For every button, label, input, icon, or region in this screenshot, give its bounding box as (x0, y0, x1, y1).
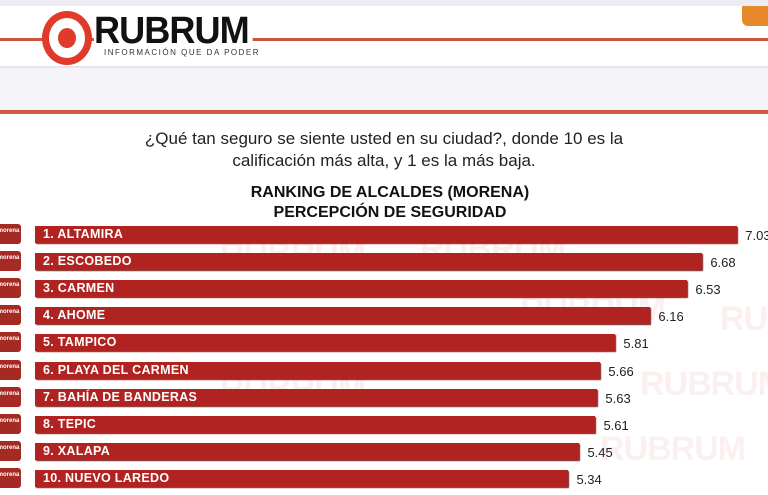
party-badge: morena (0, 440, 21, 461)
bar: 1. ALTAMIRA (35, 226, 738, 243)
bar-label: 3. CARMEN (43, 281, 115, 296)
bar: 9. XALAPA (35, 442, 580, 460)
party-badge: morena (0, 359, 21, 380)
bar-label: 10. NUEVO LAREDO (43, 470, 170, 485)
bar-label: 8. TEPIC (43, 416, 97, 431)
chart-subtitle: PERCEPCIÓN DE SEGURIDAD (273, 204, 507, 221)
question-line-1: ¿Qué tan seguro se siente usted en su ci… (144, 129, 624, 148)
instagram-icon[interactable] (742, 6, 768, 26)
value-label: 5.45 (587, 444, 613, 460)
value-label: 6.16 (658, 309, 684, 325)
brand-name[interactable]: RUBRUM (94, 12, 253, 50)
nav-band (0, 66, 768, 112)
party-badge: morena (0, 278, 21, 299)
chart-title-block: RANKING DE ALCALDES (MORENA) PERCEPCIÓN … (0, 183, 768, 223)
party-badge: morena (0, 305, 21, 326)
bar: 4. AHOME (35, 307, 651, 325)
bar: 5. TAMPICO (35, 334, 616, 352)
question-line-2: calificación más alta, y 1 es la más baj… (232, 151, 536, 170)
watermark: RUBRUM (600, 430, 746, 468)
value-label: 5.66 (608, 363, 634, 379)
value-label: 5.81 (623, 336, 649, 352)
party-badge: morena (0, 224, 21, 244)
chart-title: RANKING DE ALCALDES (MORENA) (250, 184, 530, 201)
bar-label: 9. XALAPA (43, 443, 111, 458)
value-label: 5.63 (605, 390, 631, 406)
bar-label: 6. PLAYA DEL CARMEN (43, 362, 189, 377)
watermark: RUBRUM (720, 300, 768, 338)
value-label: 6.68 (710, 255, 736, 271)
party-badge: morena (0, 386, 21, 407)
bar-label: 2. ESCOBEDO (43, 254, 132, 269)
watermark: RUBRUM (640, 365, 768, 403)
bar-label: 1. ALTAMIRA (43, 227, 124, 241)
bar: 10. NUEVO LAREDO (35, 469, 569, 487)
party-badge: morena (0, 251, 21, 272)
header-line (0, 38, 768, 41)
value-label: 6.53 (695, 282, 721, 298)
top-band (0, 0, 768, 6)
bar: 2. ESCOBEDO (35, 253, 703, 271)
value-label: 5.61 (603, 417, 629, 433)
bar: 3. CARMEN (35, 280, 688, 298)
party-badge: morena (0, 413, 21, 434)
survey-question: ¿Qué tan seguro se siente usted en su ci… (0, 128, 768, 172)
bar-label: 4. AHOME (43, 308, 106, 323)
value-label: 5.34 (576, 471, 602, 487)
bar-label: 5. TAMPICO (43, 335, 117, 350)
bar-label: 7. BAHÍA DE BANDERAS (43, 389, 198, 404)
rubrum-logo-icon[interactable] (42, 11, 92, 65)
brand-tagline: INFORMACIÓN QUE DA PODER (104, 48, 261, 57)
party-badge: morena (0, 467, 21, 488)
divider (0, 110, 768, 114)
value-label: 7.03 (745, 228, 768, 243)
site-header: RUBRUM INFORMACIÓN QUE DA PODER (0, 6, 768, 66)
bar: 8. TEPIC (35, 415, 596, 433)
bar: 6. PLAYA DEL CARMEN (35, 361, 601, 379)
party-badge: morena (0, 332, 21, 353)
bar: 7. BAHÍA DE BANDERAS (35, 388, 598, 406)
